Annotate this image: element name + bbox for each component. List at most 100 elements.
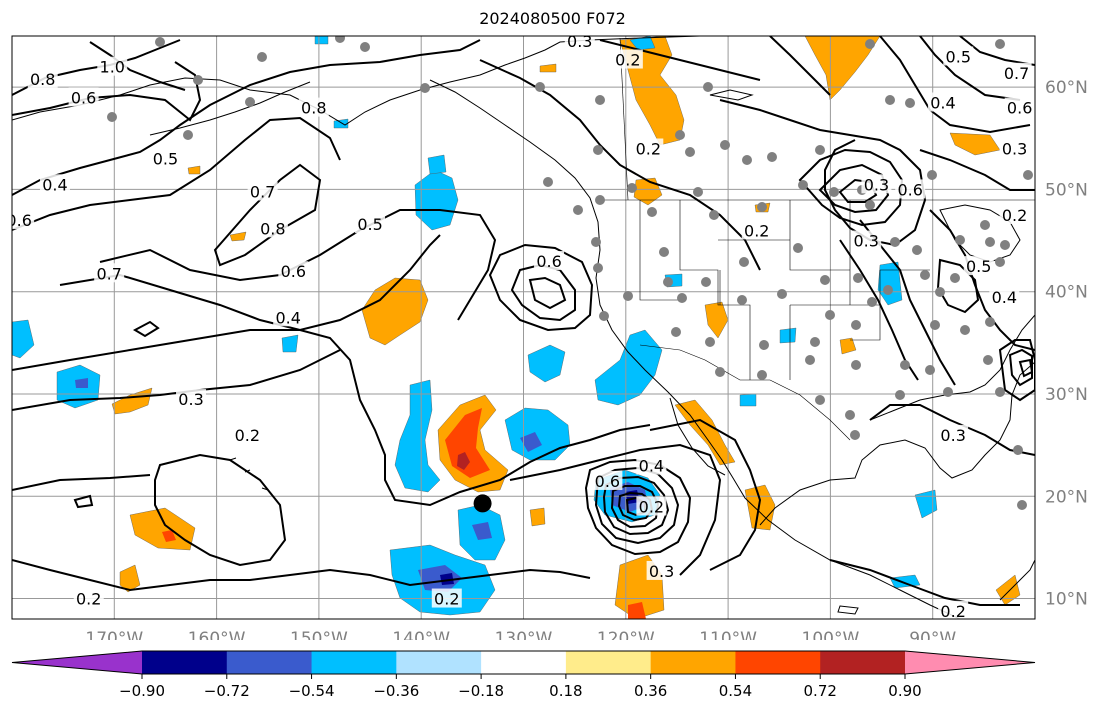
latitude-tick-label: 20°N — [1045, 487, 1088, 507]
map-panel: 0.30.21.00.80.60.80.50.4 0.70.8 0.50.60.70… — [6, 32, 1088, 640]
colorbar-extend-max — [905, 651, 1035, 674]
contour-label: 0.4 — [992, 288, 1017, 307]
longitude-tick-label: 130°W — [495, 629, 553, 640]
contour-label: 0.4 — [275, 308, 300, 327]
contour-label: 1.0 — [100, 58, 125, 77]
longitude-tick-label: 170°W — [85, 629, 143, 640]
contour-label-background — [1004, 97, 1035, 117]
colorbar-segment — [226, 651, 313, 674]
contour-labels: 0.30.21.00.80.60.80.50.4 0.70.8 0.50.60.70… — [6, 32, 1035, 621]
contour-label-background — [895, 179, 926, 199]
map-frame — [11, 35, 1036, 620]
contour-label-background — [741, 220, 772, 240]
contour-label-background — [247, 181, 278, 201]
contour-label-background — [257, 218, 288, 238]
contour-label-background — [534, 251, 565, 271]
colorbar-tick-label: −0.18 — [458, 682, 504, 700]
contour-label-background — [1001, 62, 1032, 82]
contour-label: 0.8 — [301, 99, 326, 118]
contour-label: 0.3 — [940, 426, 965, 445]
contour-label: 0.7 — [250, 182, 275, 201]
contour-label: 0.6 — [897, 180, 922, 199]
contour-label: 0.7 — [1004, 64, 1029, 83]
contour-label: 0.4 — [639, 457, 664, 476]
contour-label-background — [232, 424, 263, 444]
contour-label: 0.6 — [595, 472, 620, 491]
contour-label-background — [39, 174, 70, 194]
contour-label-background — [989, 286, 1020, 306]
colorbar-tick-label: 0.18 — [549, 682, 582, 700]
contour-label: 0.3 — [864, 175, 889, 194]
contour-label: 0.5 — [357, 215, 382, 234]
longitude-tick-label: 90°W — [909, 629, 956, 640]
longitude-tick-label: 100°W — [802, 629, 860, 640]
contour-label-background — [355, 214, 386, 234]
contour-label-background — [94, 263, 125, 283]
contour-label: 0.6 — [536, 252, 561, 271]
contour-label: 0.2 — [615, 51, 640, 70]
contour-label: 0.3 — [567, 32, 592, 51]
contour-label: 0.3 — [1002, 140, 1027, 159]
contour-label: 0.6 — [6, 211, 31, 230]
contour-label: 0.5 — [966, 257, 991, 276]
colorbar-tick-label: −0.90 — [119, 682, 165, 700]
latitude-tick-label: 50°N — [1045, 180, 1088, 200]
contour-label-background — [150, 148, 181, 168]
contour-label: 0.3 — [649, 562, 674, 581]
latitude-tick-label: 30°N — [1045, 385, 1088, 405]
contour-label-background — [633, 138, 664, 158]
colorbar-segment — [396, 651, 482, 674]
colorbar-extend-min — [12, 651, 142, 674]
contour-label-background — [68, 87, 99, 107]
coastlines — [12, 36, 1035, 619]
contour-label-background — [278, 261, 309, 281]
lat-lon-gridlines — [12, 36, 1035, 619]
contour-label-background — [176, 389, 207, 409]
contour-label: 0.2 — [636, 140, 661, 159]
colorbar-tick-label: 0.72 — [804, 682, 837, 700]
storm-position-marker — [473, 494, 492, 513]
contour-label: 0.2 — [639, 497, 664, 516]
longitude-tick-label: 110°W — [699, 629, 757, 640]
contour-label-background — [943, 46, 974, 66]
contour-label: 0.7 — [96, 264, 121, 283]
longitude-tick-label: 140°W — [392, 629, 450, 640]
contour-label-background — [636, 496, 667, 516]
colorbar-segment — [481, 651, 567, 674]
contour-label-background — [938, 424, 969, 444]
map-title: 2024080500 F072 — [479, 9, 626, 28]
contour-label-background — [851, 230, 882, 250]
latitude-tick-label: 10°N — [1045, 590, 1088, 610]
colorbar-segment — [142, 651, 228, 674]
contour-label: 0.4 — [42, 175, 67, 194]
colorbar-tick-labels: −0.90 −0.72 −0.54 −0.36 −0.18 0.18 0.36 0.54 0.7… — [119, 674, 922, 700]
contour-label: 0.8 — [260, 219, 285, 238]
contour-label: 0.2 — [744, 221, 769, 240]
contour-label-background — [564, 36, 595, 51]
contour-label-background — [636, 455, 667, 475]
colorbar-tick-label: −0.54 — [289, 682, 335, 700]
colorbar-segment — [565, 651, 652, 674]
colorbar-tick-label: −0.72 — [204, 682, 250, 700]
latitude-tick-label: 40°N — [1045, 283, 1088, 303]
colorbar-tick-label: −0.36 — [373, 682, 419, 700]
colorbar-tick-label: 0.54 — [719, 682, 752, 700]
contour-label-background — [612, 49, 643, 69]
contour-label: 0.3 — [178, 390, 203, 409]
contour-label: 0.6 — [71, 88, 96, 107]
contour-label: 0.6 — [1007, 99, 1032, 118]
longitude-tick-label: 150°W — [290, 629, 348, 640]
station-dots — [107, 36, 1033, 510]
contour-label: 0.2 — [76, 590, 101, 609]
contour-label-background — [927, 92, 958, 112]
contour-label-background — [938, 600, 969, 619]
contour-label: 0.5 — [153, 150, 178, 169]
contour-label: 0.2 — [1002, 206, 1027, 225]
colorbar-segment — [650, 651, 736, 674]
colorbar-tick-label: 0.90 — [888, 682, 921, 700]
contour-label: 0.2 — [940, 602, 965, 621]
contour-label-background — [999, 204, 1030, 224]
colorbar-segment — [820, 651, 906, 674]
colorbar-segment — [735, 651, 821, 674]
contour-label: 0.3 — [853, 232, 878, 251]
